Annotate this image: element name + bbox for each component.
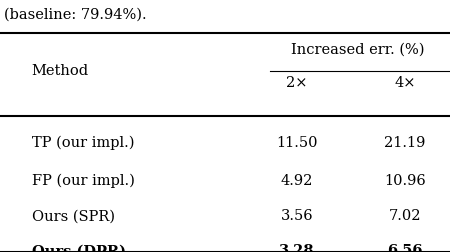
Text: 3.28: 3.28 (279, 244, 315, 252)
Text: 10.96: 10.96 (384, 174, 426, 188)
Text: 7.02: 7.02 (389, 209, 421, 223)
Text: 21.19: 21.19 (384, 136, 426, 150)
Text: 3.56: 3.56 (281, 209, 313, 223)
Text: 4.92: 4.92 (281, 174, 313, 188)
Text: 11.50: 11.50 (276, 136, 318, 150)
Text: TP (our impl.): TP (our impl.) (32, 136, 134, 150)
Text: 6.56: 6.56 (387, 244, 423, 252)
Text: 2×: 2× (286, 76, 308, 90)
Text: 4×: 4× (394, 76, 416, 90)
Text: Ours (SPR): Ours (SPR) (32, 209, 114, 223)
Text: Increased err. (%): Increased err. (%) (291, 43, 424, 57)
Text: Ours (DPR): Ours (DPR) (32, 244, 126, 252)
Text: FP (our impl.): FP (our impl.) (32, 174, 135, 188)
Text: Method: Method (32, 64, 89, 78)
Text: (baseline: 79.94%).: (baseline: 79.94%). (4, 8, 147, 22)
